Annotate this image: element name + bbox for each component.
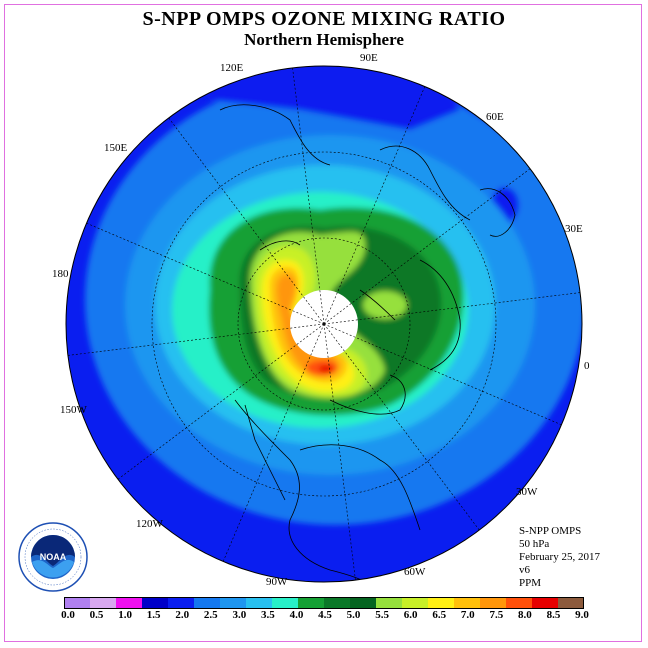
colorbar-swatch — [142, 597, 169, 609]
noaa-logo-icon: NOAA — [18, 522, 88, 592]
coast-west — [244, 404, 286, 501]
meridian-line — [116, 323, 325, 481]
colorbar-swatch — [220, 597, 247, 609]
colorbar-tick-label: 0.5 — [89, 609, 104, 621]
lon-label-60e: 60E — [486, 111, 504, 123]
coast-north-america — [234, 399, 391, 582]
lon-label-90e: 90E — [360, 52, 378, 64]
colorbar-swatch — [116, 597, 143, 609]
info-instrument: S-NPP OMPS — [519, 525, 582, 537]
lon-label-30e: 30E — [565, 223, 583, 235]
colorbar-swatch — [532, 597, 559, 609]
meridian-line — [323, 84, 426, 325]
colorbar-swatch — [324, 597, 351, 609]
colorbar-swatch — [298, 597, 325, 609]
colorbar-swatch — [90, 597, 117, 609]
meridian-line — [292, 66, 325, 325]
meridian-line — [66, 323, 325, 356]
info-units: PPM — [519, 577, 542, 589]
meridian-line — [323, 323, 564, 426]
coast-siberia — [259, 240, 301, 251]
coast-europe — [419, 259, 461, 371]
band-5-5-east — [363, 291, 407, 319]
colorbar-tick-label: 6.0 — [403, 609, 418, 621]
lon-label-0: 0 — [584, 360, 590, 372]
meridian-line — [84, 222, 325, 325]
colorbar-tick-label: 2.0 — [175, 609, 190, 621]
colorbar — [64, 597, 584, 609]
colorbar-tick-label: 4.5 — [318, 609, 332, 621]
colorbar-tick-label: 0.0 — [61, 609, 75, 621]
meridian-line — [222, 323, 325, 564]
colorbar-tick-label: 4.0 — [289, 609, 304, 621]
colorbar-tick-label: 3.0 — [232, 609, 247, 621]
map-boundary — [65, 65, 583, 583]
ozone-field — [66, 66, 582, 582]
coast-asia-east — [219, 104, 331, 166]
latitude-circle — [237, 237, 411, 411]
colorbar-labels: 0.0 0.5 1.0 1.5 2.0 2.5 3.0 3.5 4.0 4.5 5.0 5.5 6.0 6… — [0, 609, 648, 623]
meridian-line — [167, 116, 325, 325]
colorbar-tick-label: 9.0 — [575, 609, 589, 621]
page-frame — [4, 4, 642, 642]
colorbar-swatch — [454, 597, 481, 609]
colorbar-swatch — [376, 597, 403, 609]
coast-arctic-islands — [359, 289, 396, 321]
meridian-line — [323, 292, 582, 325]
colorbar-swatch — [64, 597, 91, 609]
map-title: S-NPP OMPS OZONE MIXING RATIO — [142, 8, 506, 30]
colorbar-swatch — [272, 597, 299, 609]
colorbar-swatch — [480, 597, 507, 609]
colorbar-swatch — [558, 597, 584, 609]
meridian-line — [323, 167, 532, 325]
info-date: February 25, 2017 — [519, 551, 600, 563]
colorbar-tick-label: 7.5 — [489, 609, 504, 621]
colorbar-swatch — [350, 597, 377, 609]
colorbar-swatch — [246, 597, 273, 609]
info-panel: S-NPP OMPS 50 hPa February 25, 2017 v6 P… — [519, 525, 600, 590]
meridian-line — [323, 323, 356, 582]
coast-greenland — [329, 374, 406, 415]
lon-label-120e: 120E — [220, 62, 244, 74]
coast-scandinavia — [479, 188, 516, 237]
coast-central-asia — [379, 145, 471, 221]
colorbar-tick-label: 8.5 — [546, 609, 561, 621]
noaa-logo-text: NOAA — [40, 552, 67, 562]
colorbar-tick-label: 7.0 — [460, 609, 475, 621]
lon-label-90w: 90W — [266, 576, 288, 588]
colorbar-tick-label: 5.0 — [346, 609, 361, 621]
lat-lon-grid — [66, 66, 582, 582]
colorbar-tick-label: 6.5 — [432, 609, 447, 621]
colorbar-swatch — [428, 597, 455, 609]
meridian-line — [323, 323, 481, 532]
lon-label-60w: 60W — [404, 566, 426, 578]
colorbar-tick-label: 2.5 — [203, 609, 218, 621]
colorbar-outline — [64, 597, 584, 609]
info-version: v6 — [519, 564, 530, 576]
colorbar-tick-label: 5.5 — [375, 609, 389, 621]
lon-label-150w: 150W — [60, 404, 87, 416]
latitude-circle — [151, 151, 497, 497]
colorbar-swatch — [402, 597, 429, 609]
band-8-5 — [319, 365, 333, 373]
coast-east-us — [299, 444, 421, 531]
colorbar-tick-label: 1.0 — [118, 609, 132, 621]
lon-label-180: 180 — [52, 268, 69, 280]
colorbar-swatch — [194, 597, 221, 609]
colorbar-tick-label: 3.5 — [261, 609, 275, 621]
colorbar-tick-label: 1.5 — [146, 609, 161, 621]
map-subtitle: Northern Hemisphere — [244, 30, 404, 49]
lon-label-150e: 150E — [104, 142, 128, 154]
lon-label-30w: 30W — [516, 486, 538, 498]
info-pressure: 50 hPa — [519, 538, 550, 550]
coastlines — [219, 104, 516, 582]
colorbar-swatch — [506, 597, 533, 609]
colorbar-swatch — [168, 597, 195, 609]
colorbar-tick-label: 8.0 — [518, 609, 532, 621]
lon-label-120w: 120W — [136, 518, 163, 530]
